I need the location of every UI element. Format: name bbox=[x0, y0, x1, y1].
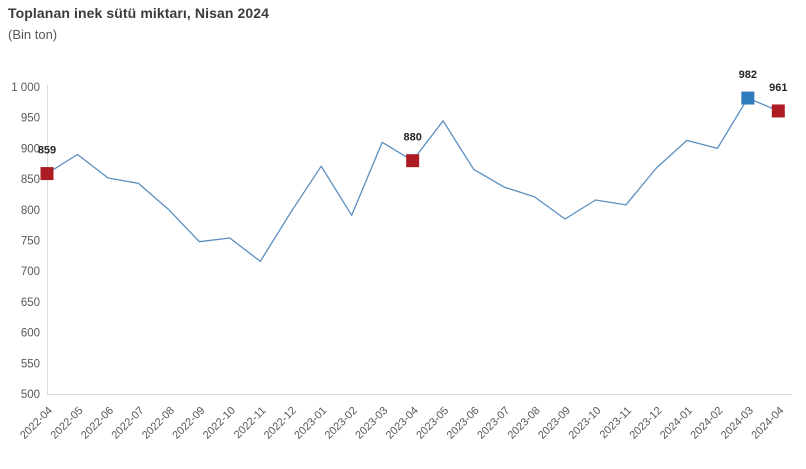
y-tick-label: 900 bbox=[21, 143, 40, 155]
x-tick-label: 2024-01 bbox=[658, 405, 695, 442]
x-tick-label: 2022-10 bbox=[201, 405, 238, 442]
x-tick-label: 2023-07 bbox=[475, 405, 512, 442]
y-tick-label: 950 bbox=[21, 113, 40, 125]
y-tick-label: 1 000 bbox=[11, 82, 40, 94]
x-tick-label: 2023-03 bbox=[353, 405, 390, 442]
y-tick-label: 600 bbox=[21, 328, 40, 340]
x-tick-label: 2024-02 bbox=[688, 405, 725, 442]
x-tick-label: 2023-08 bbox=[506, 405, 543, 442]
value-label: 982 bbox=[739, 69, 757, 81]
data-line bbox=[46, 97, 779, 263]
x-tick-label: 2023-04 bbox=[384, 405, 421, 442]
y-tick-label: 550 bbox=[21, 358, 40, 370]
x-tick-label: 2022-07 bbox=[109, 405, 146, 442]
value-label: 859 bbox=[38, 145, 56, 157]
x-tick-label: 2023-12 bbox=[628, 405, 665, 442]
highlight-marker bbox=[406, 154, 420, 168]
x-tick-label: 2023-10 bbox=[567, 405, 604, 442]
x-tick-label: 2024-04 bbox=[749, 405, 786, 442]
chart-subtitle: (Bin ton) bbox=[8, 27, 58, 42]
x-tick-label: 2022-06 bbox=[79, 405, 116, 442]
y-tick-label: 750 bbox=[21, 236, 40, 248]
x-tick-label: 2022-05 bbox=[49, 405, 86, 442]
y-tick-label: 700 bbox=[21, 266, 40, 278]
x-tick-label: 2022-12 bbox=[262, 405, 299, 442]
y-tick-label: 800 bbox=[21, 205, 40, 217]
x-tick-label: 2022-08 bbox=[140, 405, 177, 442]
x-tick-label: 2022-09 bbox=[170, 405, 207, 442]
x-tick-label: 2022-04 bbox=[18, 405, 55, 442]
x-tick-label: 2023-02 bbox=[323, 405, 360, 442]
value-label: 961 bbox=[769, 82, 787, 94]
y-tick-label: 650 bbox=[21, 297, 40, 309]
chart-title: Toplanan inek sütü miktarı, Nisan 2024 bbox=[8, 5, 270, 21]
highlight-marker bbox=[771, 104, 785, 118]
y-tick-label: 500 bbox=[21, 389, 40, 401]
x-tick-label: 2023-01 bbox=[292, 405, 329, 442]
highlight-marker bbox=[40, 167, 54, 181]
x-tick-label: 2023-05 bbox=[414, 405, 451, 442]
x-tick-label: 2024-03 bbox=[719, 405, 756, 442]
x-tick-label: 2023-06 bbox=[445, 405, 482, 442]
y-tick-label: 850 bbox=[21, 174, 40, 186]
x-tick-label: 2023-09 bbox=[536, 405, 573, 442]
highlight-marker bbox=[741, 91, 755, 105]
value-label: 880 bbox=[403, 132, 421, 144]
